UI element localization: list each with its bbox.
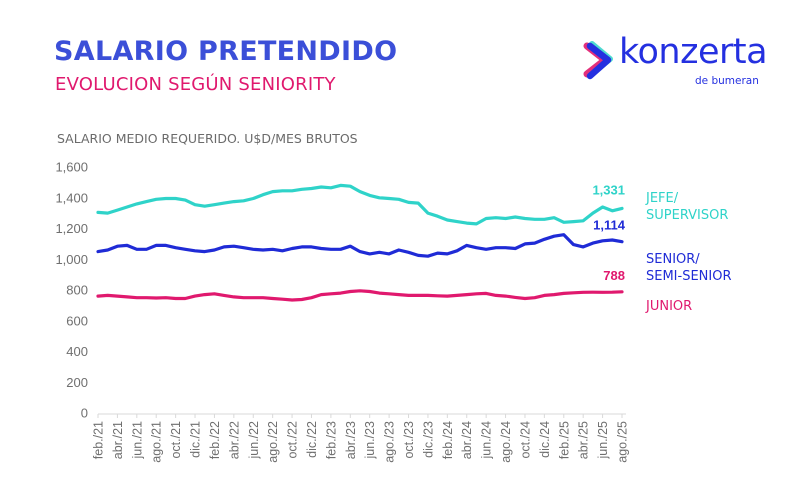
y-tick-label: 1,600 <box>55 160 88 175</box>
x-tick-label: jun./24 <box>480 421 494 460</box>
y-axis: 0 200 400 600 800 1,000 1,200 1,400 1,600 <box>55 160 88 421</box>
y-tick-label: 1,200 <box>55 221 88 236</box>
series-lines <box>96 183 624 302</box>
x-tick-label: oct./21 <box>169 421 183 459</box>
x-tick-label: abr./21 <box>111 421 125 459</box>
x-tick-label: jun./21 <box>130 421 144 460</box>
x-tick-label: ago./23 <box>383 421 397 463</box>
end-labels: 1,331 1,114 788 <box>592 182 625 282</box>
x-tick-label: dic./21 <box>189 421 203 458</box>
y-tick-label: 400 <box>66 344 88 359</box>
chart-title: SALARIO PRETENDIDO <box>54 36 398 67</box>
x-tick-label: feb./23 <box>324 421 338 459</box>
series-line-jefe-supervisor <box>96 183 624 226</box>
x-tick-label: feb./24 <box>441 421 455 459</box>
x-tick-label: abr./24 <box>460 421 474 459</box>
x-axis: feb./21 abr./21 jun./21 ago./21 oct./21 dic./… <box>92 413 630 463</box>
y-tick-label: 600 <box>66 313 88 328</box>
x-tick-label: ago./25 <box>616 421 630 463</box>
x-tick-label: abr./22 <box>227 421 241 459</box>
y-tick-label: 1,400 <box>55 190 88 205</box>
x-tick-label: ago./24 <box>499 421 513 463</box>
x-tick-label: oct./23 <box>402 421 416 459</box>
x-tick-label: dic./24 <box>538 421 552 458</box>
x-tick-label: jun./25 <box>596 421 610 460</box>
x-tick-label: oct./24 <box>518 421 532 459</box>
konzerta-logo: konzerta de bumeran <box>583 32 783 92</box>
x-tick-label: ago./22 <box>266 421 280 463</box>
chart-subtitle: EVOLUCION SEGÚN SENIORITY <box>55 74 336 95</box>
legend-jefe-supervisor: JEFE/ SUPERVISOR <box>646 191 729 223</box>
y-tick-label: 1,000 <box>55 252 88 267</box>
end-label-jefe: 1,331 <box>592 182 625 197</box>
logo-tagline: de bumeran <box>695 75 759 87</box>
series-line-senior-semi-senior <box>96 233 624 258</box>
x-tick-label: abr./25 <box>577 421 591 459</box>
y-tick-label: 0 <box>81 406 88 421</box>
y-tick-label: 200 <box>66 375 88 390</box>
legend-junior: JUNIOR <box>646 299 693 314</box>
x-tick-label: abr./23 <box>344 421 358 459</box>
y-tick-label: 800 <box>66 283 88 298</box>
end-label-junior: 788 <box>603 268 625 283</box>
x-tick-label: feb./25 <box>557 421 571 459</box>
x-tick-label: feb./22 <box>208 421 222 459</box>
x-tick-label: dic./23 <box>421 421 435 458</box>
y-axis-caption: SALARIO MEDIO REQUERIDO. U$D/MES BRUTOS <box>57 131 358 146</box>
end-label-senior: 1,114 <box>593 218 626 233</box>
chevron-right-icon <box>583 41 613 80</box>
x-tick-label: jun./23 <box>363 421 377 460</box>
x-tick-label: feb./21 <box>92 421 106 459</box>
series-line-junior <box>96 289 624 302</box>
x-tick-label: jun./22 <box>247 421 261 460</box>
x-tick-label: oct./22 <box>286 421 300 459</box>
legend-senior-semi-senior: SENIOR/ SEMI-SENIOR <box>646 252 732 284</box>
x-tick-label: ago./21 <box>150 421 164 463</box>
logo-wordmark: konzerta <box>619 32 768 72</box>
x-tick-label: dic./22 <box>305 421 319 458</box>
